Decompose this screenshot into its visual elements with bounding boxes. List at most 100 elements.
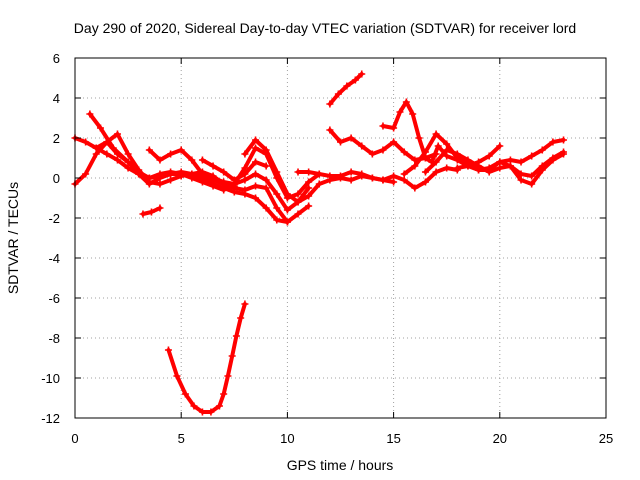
- y-tick-label: -4: [48, 251, 60, 266]
- data-point: [506, 156, 514, 164]
- y-tick-label: -12: [41, 411, 60, 426]
- data-point: [517, 158, 525, 166]
- y-tick-label: -6: [48, 291, 60, 306]
- data-point: [283, 206, 291, 214]
- data-point: [207, 408, 215, 416]
- axis-ticks: [74, 57, 607, 419]
- data-point: [283, 190, 291, 198]
- data-point: [124, 164, 132, 172]
- chart-title: Day 290 of 2020, Sidereal Day-to-day VTE…: [74, 20, 576, 36]
- data-point: [453, 164, 461, 172]
- data-point: [549, 138, 557, 146]
- data-point: [241, 176, 249, 184]
- data-point: [124, 150, 132, 158]
- data-point: [464, 162, 472, 170]
- data-point: [432, 130, 440, 138]
- data-point: [517, 176, 525, 184]
- data-point: [326, 172, 334, 180]
- data-point: [506, 162, 514, 170]
- data-point: [209, 176, 217, 184]
- data-point: [351, 76, 359, 84]
- data-point: [528, 152, 536, 160]
- data-point: [294, 168, 302, 176]
- data-point: [135, 168, 143, 176]
- data-point: [400, 148, 408, 156]
- data-point: [390, 172, 398, 180]
- data-point: [305, 192, 313, 200]
- x-tick-label: 25: [599, 431, 613, 446]
- data-point: [421, 168, 429, 176]
- data-point: [92, 150, 100, 158]
- series-arc-11: [326, 70, 366, 108]
- data-point: [294, 210, 302, 218]
- data-point: [347, 168, 355, 176]
- x-tick-label: 5: [178, 431, 185, 446]
- data-point: [283, 218, 291, 226]
- data-point: [147, 208, 155, 216]
- data-point: [294, 198, 302, 206]
- series-arc-5: [139, 204, 164, 218]
- data-point: [215, 402, 223, 410]
- data-point: [230, 176, 238, 184]
- data-point: [538, 146, 546, 154]
- data-point: [343, 82, 351, 90]
- data-point: [167, 150, 175, 158]
- data-point: [528, 172, 536, 180]
- data-point: [82, 138, 90, 146]
- series-line: [327, 72, 364, 106]
- y-axis-label: SDTVAR / TECUs: [5, 182, 21, 294]
- data-point: [337, 172, 344, 180]
- x-tick-label: 0: [71, 431, 78, 446]
- data-point: [549, 156, 557, 164]
- series-line: [166, 302, 247, 414]
- y-tick-label: 0: [53, 171, 60, 186]
- data-point: [113, 156, 121, 164]
- x-tick-label: 20: [493, 431, 507, 446]
- data-point: [400, 170, 408, 178]
- data-point: [209, 162, 217, 170]
- data-point: [358, 170, 366, 178]
- data-point: [273, 204, 281, 212]
- y-tick-label: -2: [48, 211, 60, 226]
- data-point: [145, 146, 153, 154]
- data-point: [305, 178, 313, 186]
- data-point: [464, 156, 472, 164]
- data-point: [252, 182, 260, 190]
- data-point: [252, 136, 260, 144]
- data-point: [228, 352, 236, 360]
- data-point: [411, 184, 419, 192]
- data-point: [86, 110, 94, 118]
- data-point: [443, 152, 451, 160]
- data-point: [177, 146, 185, 154]
- data-point: [496, 158, 504, 166]
- x-axis-label: GPS time / hours: [287, 457, 394, 473]
- data-point: [305, 168, 313, 176]
- data-point: [434, 142, 442, 150]
- data-point: [560, 136, 568, 144]
- series-line: [296, 166, 460, 190]
- y-tick-label: -8: [48, 331, 60, 346]
- data-point: [453, 150, 461, 158]
- data-point: [188, 156, 196, 164]
- data-point: [273, 168, 281, 176]
- data-point: [230, 182, 238, 190]
- plot-frame: [74, 57, 607, 419]
- series-arc-6: [145, 146, 238, 190]
- data-point: [92, 144, 100, 152]
- data-point: [220, 186, 228, 194]
- data-point: [379, 176, 387, 184]
- data-point: [241, 164, 249, 172]
- data-point: [103, 138, 111, 146]
- data-point: [411, 162, 419, 170]
- data-point: [273, 190, 281, 198]
- data-point: [538, 166, 546, 174]
- data-point: [496, 164, 504, 172]
- data-point: [347, 134, 355, 142]
- data-point: [443, 140, 451, 148]
- data-point: [198, 178, 206, 186]
- data-point: [347, 176, 355, 184]
- data-point: [294, 190, 302, 198]
- series-arc-16: [453, 150, 568, 188]
- grid: [75, 58, 606, 418]
- data-point: [164, 346, 172, 354]
